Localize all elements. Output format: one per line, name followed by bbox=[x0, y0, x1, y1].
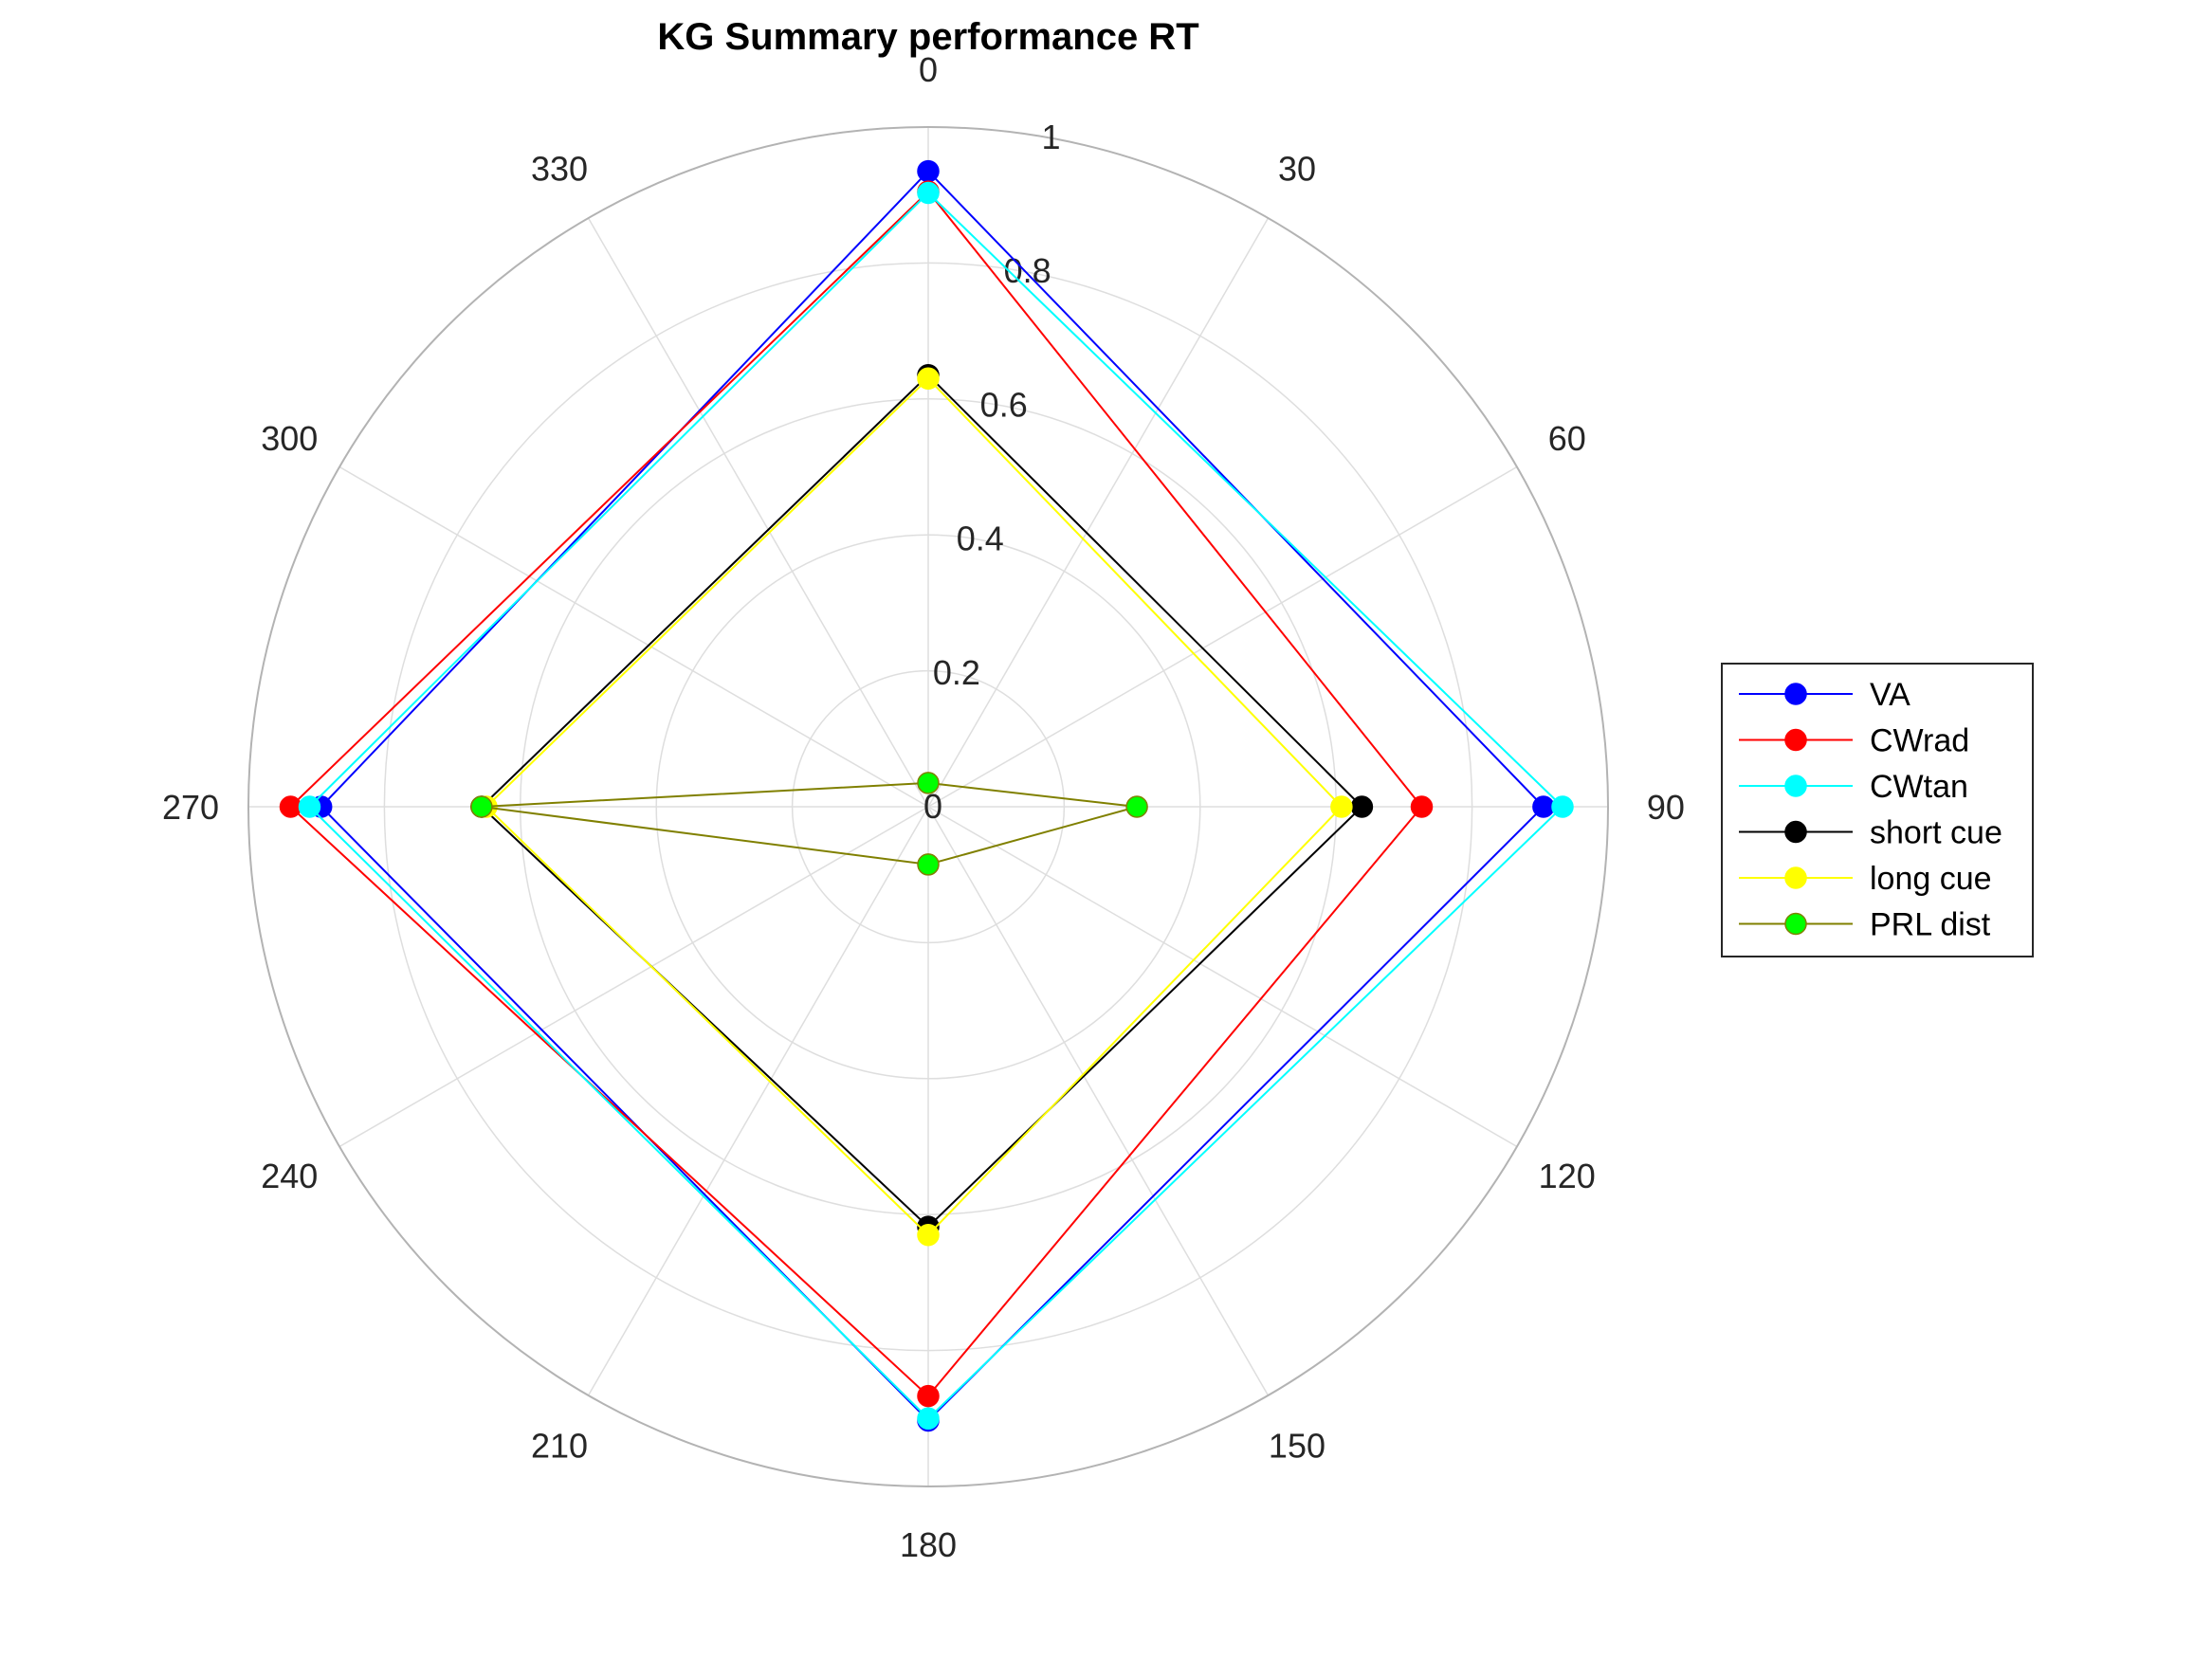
data-point bbox=[917, 772, 940, 794]
data-point bbox=[917, 181, 940, 205]
data-point bbox=[279, 795, 302, 818]
grid-spoke-150 bbox=[927, 806, 1270, 1396]
r-tick-label: 0 bbox=[923, 787, 942, 826]
legend-item: short cue bbox=[1739, 815, 2002, 851]
r-tick-label: 0.6 bbox=[980, 385, 1028, 424]
legend-marker bbox=[1784, 683, 1807, 705]
grid-spoke-120 bbox=[927, 806, 1518, 1148]
radial-tick-labels: 00.20.40.60.81 bbox=[923, 118, 1061, 826]
data-point bbox=[1532, 795, 1555, 818]
grid-spoke-60 bbox=[927, 465, 1518, 808]
series-line bbox=[480, 374, 1363, 1229]
legend-marker bbox=[1784, 775, 1807, 797]
theta-tick-label: 0 bbox=[919, 50, 938, 89]
legend-item: long cue bbox=[1739, 861, 1992, 897]
legend-marker bbox=[1784, 866, 1807, 889]
grid-spoke-240 bbox=[338, 806, 929, 1148]
grid-circle-0-4 bbox=[655, 534, 1201, 1080]
theta-tick-label: 150 bbox=[1269, 1427, 1325, 1466]
chart-title: KG Summary performance RT bbox=[657, 16, 1198, 58]
r-tick-label: 1 bbox=[1041, 118, 1060, 156]
grid-circle-0-8 bbox=[383, 262, 1473, 1352]
theta-tick-label: 300 bbox=[261, 419, 318, 458]
legend-label: short cue bbox=[1870, 815, 2002, 851]
data-series bbox=[279, 159, 1574, 1432]
series-prl-dist bbox=[470, 772, 1148, 876]
legend-marker bbox=[1784, 820, 1807, 844]
legend-item: CWrad bbox=[1739, 723, 1969, 759]
theta-tick-label: 270 bbox=[162, 788, 219, 827]
data-point bbox=[917, 1223, 940, 1247]
grid-circle-1 bbox=[247, 126, 1609, 1487]
series-cwrad bbox=[279, 180, 1434, 1408]
theta-tick-label: 120 bbox=[1539, 1157, 1596, 1195]
data-point bbox=[1410, 795, 1434, 818]
data-point bbox=[917, 853, 940, 876]
r-tick-label: 0.4 bbox=[957, 520, 1004, 558]
theta-tick-label: 180 bbox=[900, 1525, 957, 1564]
legend-label: long cue bbox=[1870, 861, 1992, 897]
legend-item: PRL dist bbox=[1739, 907, 1991, 943]
data-point bbox=[1350, 795, 1374, 818]
theta-tick-label: 330 bbox=[531, 149, 588, 188]
data-point bbox=[917, 367, 940, 391]
data-point bbox=[470, 795, 493, 818]
series-line bbox=[481, 781, 1138, 866]
grid-spoke-30 bbox=[927, 217, 1270, 808]
grid-spoke-210 bbox=[587, 806, 929, 1396]
grid-spoke-330 bbox=[587, 217, 929, 808]
theta-tick-label: 240 bbox=[261, 1157, 318, 1195]
grid-circle-0-2 bbox=[791, 669, 1066, 944]
data-point bbox=[1125, 795, 1148, 818]
angular-tick-labels: 0 30 60 90 120 150 180 210 240 270 300 330 bbox=[162, 50, 1685, 1564]
grid-spoke-300 bbox=[338, 465, 929, 808]
legend: VA CWrad CWtan short cue long cue PRL dist bbox=[1721, 663, 2034, 957]
data-point bbox=[917, 159, 940, 183]
data-point bbox=[917, 1407, 940, 1431]
theta-tick-label: 210 bbox=[531, 1427, 588, 1466]
data-point bbox=[1330, 795, 1353, 818]
legend-label: CWrad bbox=[1870, 723, 1969, 759]
legend-box bbox=[1721, 663, 2034, 957]
legend-label: PRL dist bbox=[1870, 907, 1991, 943]
series-cwtan bbox=[298, 181, 1574, 1431]
data-point bbox=[298, 795, 321, 818]
polar-grid bbox=[247, 126, 1609, 1487]
series-line bbox=[289, 191, 1423, 1398]
legend-label: CWtan bbox=[1870, 769, 1968, 805]
legend-marker bbox=[1784, 912, 1807, 936]
theta-tick-label: 30 bbox=[1278, 149, 1316, 188]
theta-tick-label: 90 bbox=[1647, 788, 1685, 827]
legend-label: VA bbox=[1870, 677, 1910, 713]
r-tick-label: 0.2 bbox=[933, 653, 980, 692]
legend-item: VA bbox=[1739, 677, 1910, 713]
data-point bbox=[1551, 795, 1574, 818]
data-point bbox=[917, 1384, 940, 1408]
legend-marker bbox=[1784, 728, 1807, 752]
legend-item: CWtan bbox=[1739, 769, 1968, 805]
theta-tick-label: 60 bbox=[1548, 419, 1586, 458]
